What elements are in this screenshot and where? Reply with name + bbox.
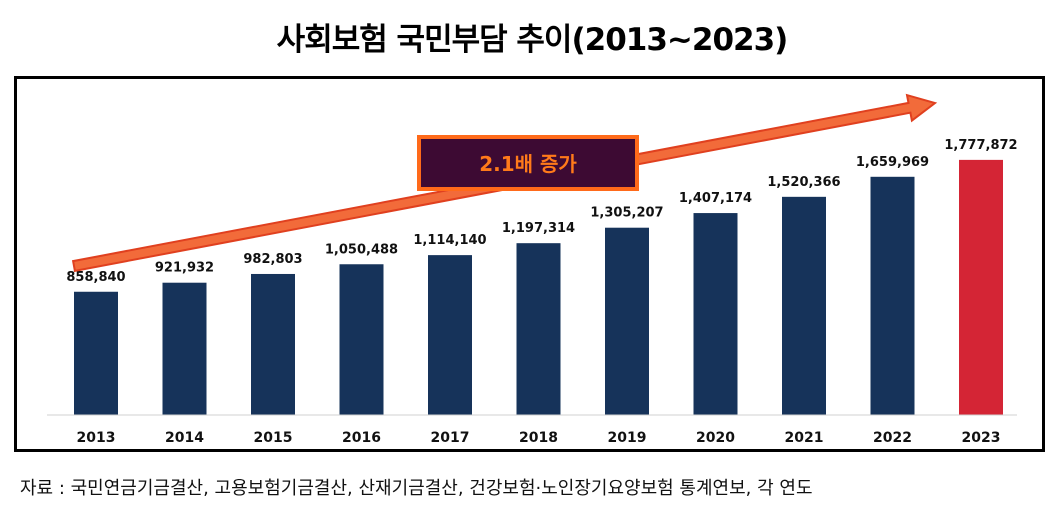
value-label-2018: 1,197,314 [502,221,575,236]
bar-2022 [870,176,915,415]
bar-2023 [959,159,1003,415]
bar-2021 [782,196,826,415]
value-label-2019: 1,305,207 [590,206,663,221]
value-label-2017: 1,114,140 [413,233,486,248]
x-tick-2015: 2015 [254,430,293,446]
bar-2018 [516,243,561,415]
value-label-2020: 1,407,174 [679,191,752,206]
bar-2019 [605,227,649,415]
value-label-2013: 858,840 [66,270,125,285]
value-label-2015: 982,803 [243,252,302,267]
x-tick-2022: 2022 [873,430,912,446]
growth-callout-box [417,135,639,191]
x-tick-2020: 2020 [696,430,735,446]
bar-2020 [693,213,738,415]
growth-callout-label: 2.1배 증가 [479,152,577,176]
x-tick-2014: 2014 [165,430,204,446]
x-tick-2013: 2013 [77,430,116,446]
page-title: 사회보험 국민부담 추이(2013~2023) [276,22,789,58]
growth-callout: 2.1배 증가 [417,135,639,191]
x-tick-2017: 2017 [431,430,470,446]
value-label-2022: 1,659,969 [856,155,929,170]
value-label-2014: 921,932 [155,261,214,276]
bars-layer: 858,840 2013 921,932 2014 982,803 2015 1,050,4… [66,138,1017,446]
bar-2016 [339,264,384,415]
value-label-2023: 1,777,872 [944,138,1017,153]
source-note: 자료 : 국민연금기금결산, 고용보험기금결산, 산재기금결산, 건강보험·노인… [20,478,813,499]
x-tick-2023: 2023 [962,430,1001,446]
x-tick-2016: 2016 [342,430,381,446]
bar-2017 [428,255,472,415]
bar-2015 [251,273,295,415]
value-label-2016: 1,050,488 [325,242,398,257]
x-tick-2018: 2018 [519,430,558,446]
x-tick-2019: 2019 [608,430,647,446]
chart-frame: 858,840 2013 921,932 2014 982,803 2015 1,050,4… [14,76,1045,452]
x-tick-2021: 2021 [785,430,824,446]
bar-2013 [74,291,118,415]
bar-2014 [162,282,207,415]
bar-chart: 858,840 2013 921,932 2014 982,803 2015 1,050,4… [47,93,1018,446]
value-label-2021: 1,520,366 [767,175,840,190]
